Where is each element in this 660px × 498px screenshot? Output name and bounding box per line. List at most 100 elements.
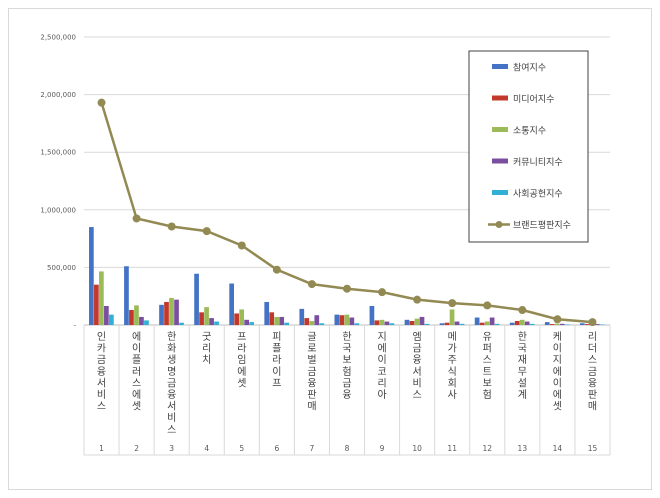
legend-label: 참여지수 bbox=[513, 62, 546, 74]
line-point bbox=[518, 306, 527, 315]
bar bbox=[194, 273, 199, 325]
rank-label: 3 bbox=[169, 444, 174, 453]
line-point bbox=[272, 265, 281, 274]
rank-label: 4 bbox=[204, 444, 209, 453]
line-point bbox=[378, 288, 387, 297]
bar bbox=[444, 322, 450, 325]
rank-label: 10 bbox=[412, 444, 422, 453]
bar bbox=[264, 301, 270, 325]
rank-label: 1 bbox=[99, 444, 104, 453]
bar bbox=[584, 324, 590, 325]
bar bbox=[594, 324, 600, 325]
line-point bbox=[413, 295, 422, 304]
bar bbox=[249, 322, 254, 325]
bar bbox=[524, 321, 530, 325]
bar bbox=[519, 319, 525, 325]
line-point bbox=[553, 315, 562, 324]
bar bbox=[244, 319, 249, 325]
bar bbox=[579, 323, 585, 325]
bar bbox=[124, 266, 129, 325]
bar bbox=[554, 323, 560, 325]
bar bbox=[414, 318, 420, 325]
bar bbox=[214, 321, 219, 325]
legend-swatch bbox=[492, 158, 508, 164]
line-point bbox=[132, 214, 141, 223]
y-tick-label: - bbox=[73, 322, 76, 330]
bar bbox=[339, 315, 345, 325]
rank-label: 6 bbox=[274, 444, 279, 453]
bar bbox=[284, 322, 290, 325]
bar bbox=[559, 323, 565, 325]
line-point bbox=[588, 318, 597, 327]
bar bbox=[174, 299, 179, 325]
bar bbox=[319, 323, 325, 325]
bar bbox=[439, 323, 445, 325]
bar bbox=[134, 305, 139, 325]
y-tick-label: 1,000,000 bbox=[40, 206, 76, 214]
rank-label: 15 bbox=[588, 444, 598, 453]
bar bbox=[509, 322, 515, 325]
bar bbox=[164, 301, 169, 325]
bar bbox=[514, 320, 520, 325]
bar bbox=[459, 323, 465, 325]
bar bbox=[389, 323, 395, 325]
bar bbox=[404, 319, 410, 325]
legend-swatch bbox=[492, 190, 508, 195]
rank-label: 5 bbox=[239, 444, 244, 453]
bar bbox=[409, 320, 415, 325]
bar bbox=[419, 316, 425, 325]
y-tick-label: 1,500,000 bbox=[40, 149, 76, 157]
bar bbox=[144, 320, 149, 325]
bar bbox=[369, 305, 375, 325]
legend-label: 브랜드평판지수 bbox=[513, 220, 571, 231]
bar bbox=[204, 307, 209, 325]
bar bbox=[94, 284, 99, 325]
legend-swatch bbox=[492, 127, 508, 132]
line-point bbox=[237, 241, 246, 250]
line-point bbox=[97, 98, 106, 107]
legend-label: 사회공헌지수 bbox=[513, 189, 563, 200]
bar bbox=[544, 322, 550, 325]
bar bbox=[309, 320, 315, 325]
legend-label: 미디어지수 bbox=[513, 94, 554, 105]
rank-label: 12 bbox=[482, 444, 492, 453]
bar bbox=[344, 314, 350, 325]
bar bbox=[89, 227, 94, 325]
bar bbox=[199, 312, 204, 325]
y-tick-label: 2,500,000 bbox=[40, 34, 76, 42]
bar bbox=[424, 323, 430, 325]
line-point bbox=[343, 284, 351, 293]
bar bbox=[139, 316, 144, 325]
rank-label: 13 bbox=[518, 444, 528, 453]
bar bbox=[334, 314, 340, 325]
rank-label: 2 bbox=[134, 444, 139, 453]
bar bbox=[159, 304, 164, 325]
line-point bbox=[167, 222, 176, 231]
bar bbox=[489, 317, 495, 325]
bar bbox=[279, 316, 285, 325]
bar bbox=[494, 323, 500, 325]
rank-label: 7 bbox=[310, 444, 315, 453]
legend-box bbox=[468, 50, 589, 243]
bar bbox=[449, 309, 455, 325]
line-point bbox=[448, 299, 457, 308]
bar bbox=[169, 297, 174, 325]
line-point bbox=[202, 227, 211, 236]
line-point bbox=[307, 280, 316, 289]
rank-label: 9 bbox=[380, 444, 385, 453]
bar bbox=[374, 320, 380, 325]
rank-label: 8 bbox=[345, 444, 350, 453]
